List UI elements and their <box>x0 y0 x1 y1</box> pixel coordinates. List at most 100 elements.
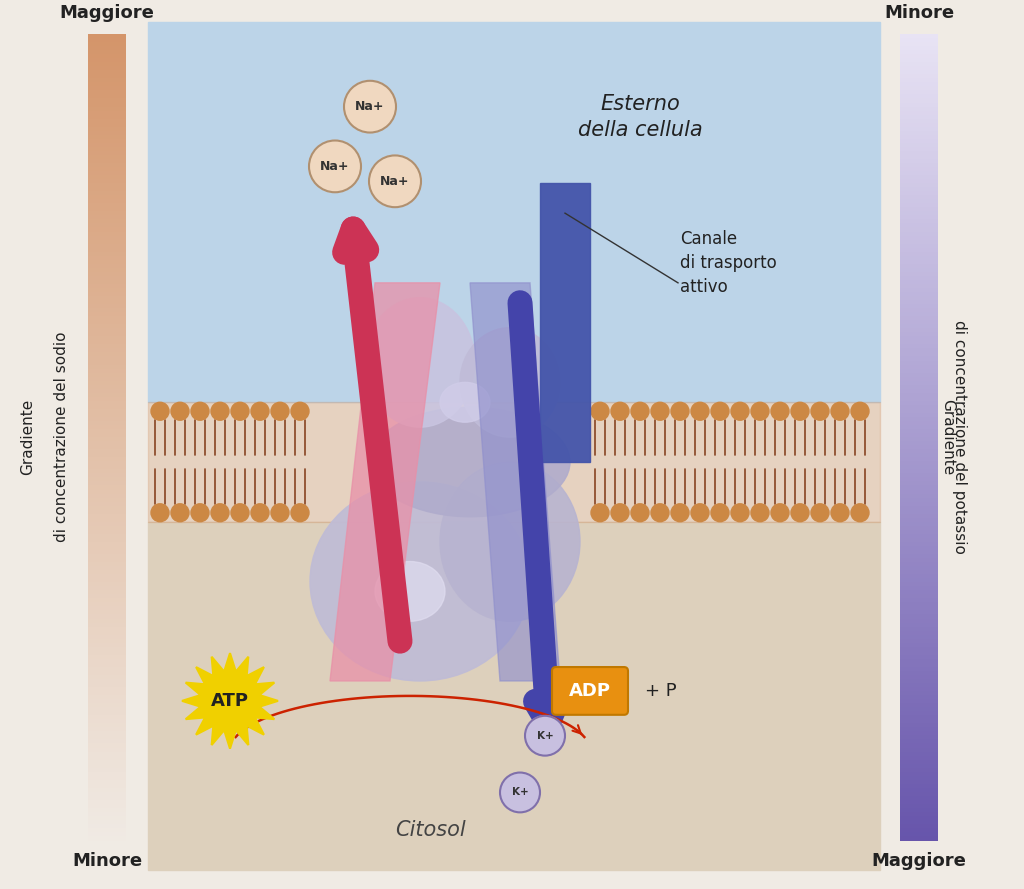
Bar <box>900 280 938 284</box>
Bar <box>900 727 938 732</box>
Bar <box>88 651 126 655</box>
Bar <box>900 638 938 644</box>
Bar <box>88 667 126 671</box>
Bar <box>88 465 126 470</box>
Bar <box>900 352 938 357</box>
Bar <box>88 188 126 192</box>
Bar <box>900 711 938 716</box>
Bar <box>88 99 126 103</box>
Bar <box>900 534 938 539</box>
Bar <box>88 86 126 91</box>
Bar <box>88 94 126 99</box>
Bar <box>88 332 126 337</box>
Bar <box>88 396 126 401</box>
Bar <box>900 606 938 611</box>
Bar <box>88 663 126 668</box>
Bar <box>88 586 126 591</box>
Bar <box>900 324 938 329</box>
Bar <box>900 42 938 46</box>
Bar <box>88 228 126 232</box>
Bar <box>88 388 126 393</box>
Bar <box>88 340 126 345</box>
Bar <box>88 457 126 461</box>
Bar <box>88 240 126 244</box>
Bar <box>88 328 126 332</box>
Bar <box>900 671 938 676</box>
Bar <box>900 562 938 566</box>
Bar <box>900 651 938 655</box>
Bar <box>88 429 126 434</box>
Bar <box>900 675 938 679</box>
Bar <box>900 344 938 348</box>
Bar <box>88 517 126 522</box>
Text: Gradiente: Gradiente <box>20 399 36 476</box>
Bar <box>88 204 126 208</box>
Bar <box>88 179 126 184</box>
Bar <box>88 740 126 744</box>
Bar <box>88 598 126 603</box>
Bar <box>88 296 126 300</box>
Circle shape <box>171 504 189 522</box>
Bar <box>900 67 938 71</box>
Bar <box>900 364 938 369</box>
Bar <box>88 34 126 38</box>
Bar <box>88 292 126 297</box>
Circle shape <box>671 403 689 420</box>
Bar <box>900 369 938 373</box>
Bar <box>900 522 938 526</box>
Bar <box>88 127 126 132</box>
Bar <box>900 377 938 381</box>
Circle shape <box>711 403 729 420</box>
Bar <box>88 477 126 482</box>
Bar <box>88 135 126 140</box>
Bar <box>88 83 126 87</box>
Bar <box>900 724 938 728</box>
Bar <box>88 635 126 639</box>
Bar <box>88 574 126 579</box>
Bar <box>900 808 938 813</box>
Ellipse shape <box>460 328 560 437</box>
Circle shape <box>211 403 229 420</box>
Bar <box>88 46 126 51</box>
Bar <box>900 385 938 389</box>
Bar <box>900 530 938 534</box>
Bar <box>88 268 126 272</box>
Bar <box>88 143 126 148</box>
Bar <box>900 260 938 264</box>
Bar <box>900 244 938 248</box>
Bar <box>88 159 126 164</box>
Bar <box>900 256 938 260</box>
Bar <box>88 175 126 180</box>
Bar <box>88 566 126 571</box>
Bar <box>88 377 126 381</box>
Bar <box>900 546 938 550</box>
Bar <box>88 699 126 704</box>
Bar <box>540 183 590 462</box>
Circle shape <box>191 403 209 420</box>
Bar <box>88 759 126 765</box>
Circle shape <box>231 504 249 522</box>
Circle shape <box>771 504 790 522</box>
Bar <box>88 58 126 63</box>
Polygon shape <box>470 283 560 681</box>
Bar <box>900 320 938 324</box>
Bar <box>900 196 938 200</box>
Bar <box>900 477 938 482</box>
Bar <box>88 102 126 107</box>
Bar <box>88 380 126 385</box>
Bar <box>88 655 126 660</box>
Bar <box>900 288 938 292</box>
Bar <box>88 538 126 542</box>
Bar <box>900 800 938 805</box>
Bar <box>900 578 938 582</box>
Bar <box>900 127 938 132</box>
Bar <box>900 252 938 256</box>
Bar <box>88 123 126 127</box>
Bar <box>88 522 126 526</box>
Bar <box>88 788 126 792</box>
Bar <box>88 300 126 305</box>
Bar <box>88 207 126 212</box>
Bar <box>900 159 938 164</box>
Bar <box>88 570 126 574</box>
Bar <box>88 659 126 663</box>
